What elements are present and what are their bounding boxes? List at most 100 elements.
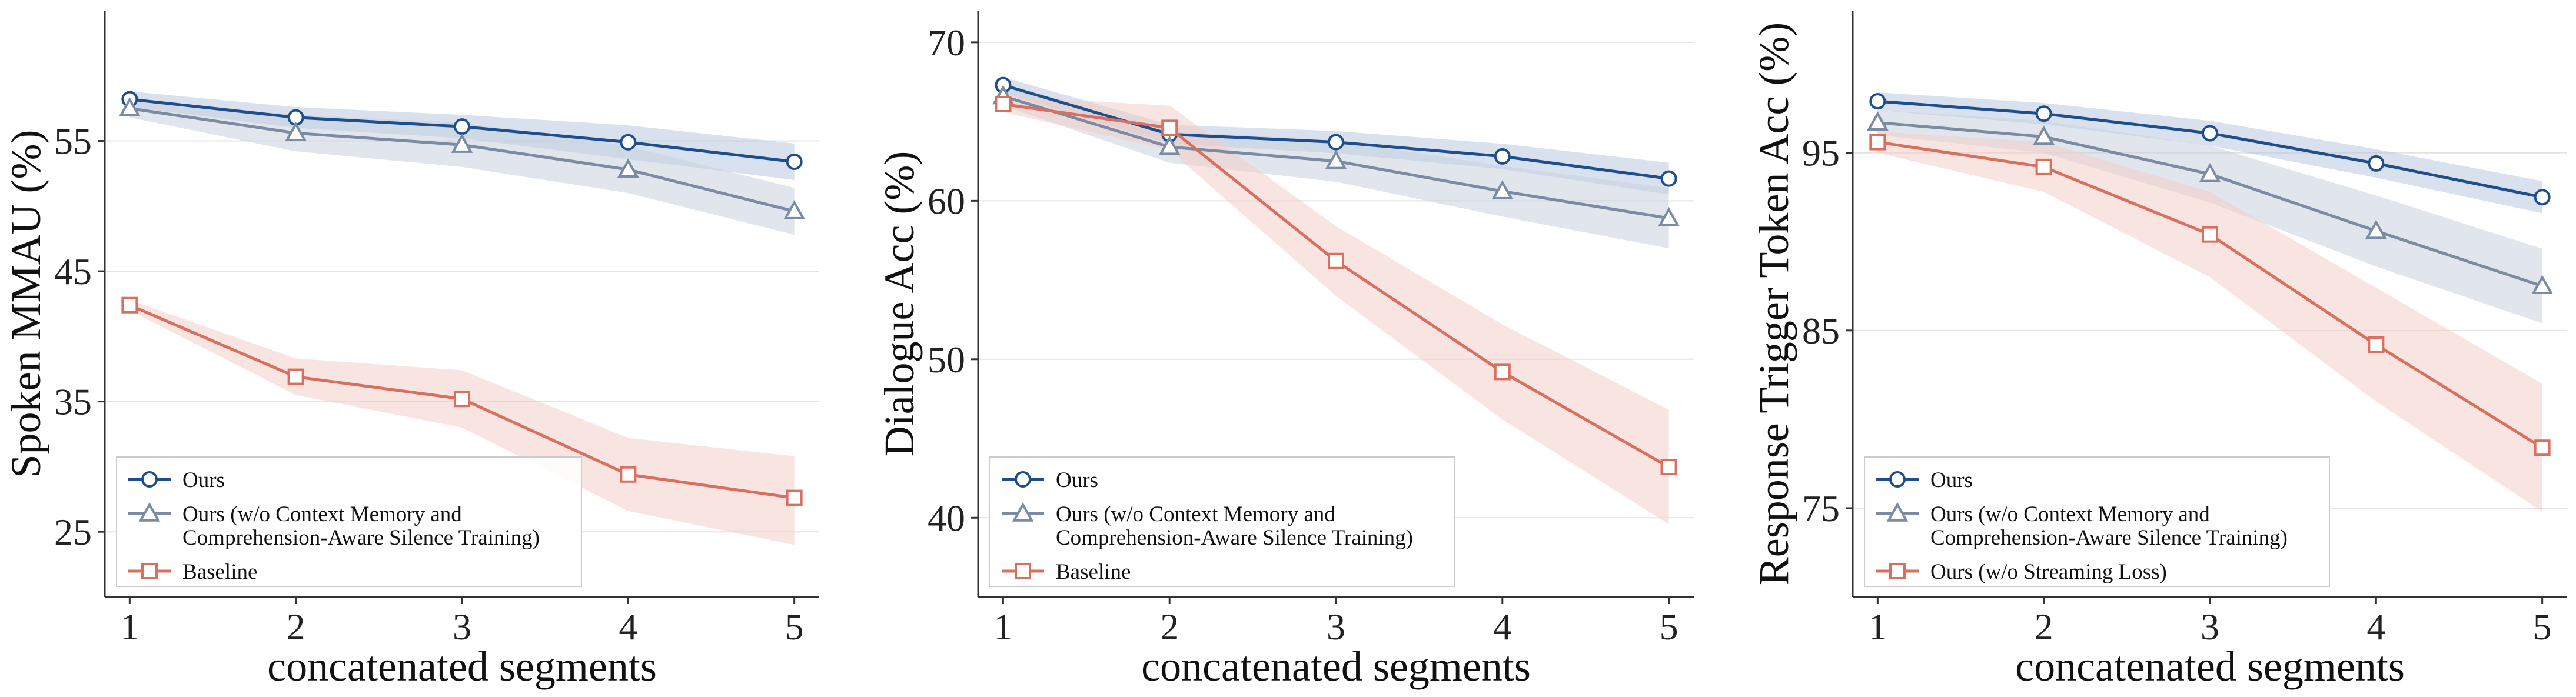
data-point: [454, 391, 470, 408]
y-tick-label: 55: [54, 121, 92, 162]
y-tick-label: 95: [1802, 132, 1840, 174]
legend-marker: [141, 471, 158, 488]
data-point: [454, 118, 470, 135]
data-point: [1494, 148, 1511, 165]
legend-label: Baseline: [182, 560, 257, 584]
x-tick-label: 3: [2201, 606, 2219, 648]
y-axis-title: Response Trigger Token Acc (%): [1750, 22, 1797, 586]
data-point: [2534, 189, 2551, 206]
chart-panel-2: 40 50 60 70 1 2 3 4 5 concatenated segments Dialog…: [876, 11, 1694, 690]
data-point: [2368, 336, 2385, 353]
x-tick-label: 5: [785, 606, 804, 648]
legend-label: Comprehension-Aware Silence Training): [1056, 526, 1413, 550]
x-axis-title: concatenated segments: [2015, 643, 2405, 690]
data-point: [287, 368, 304, 385]
y-tick-label: 40: [928, 497, 965, 539]
data-point: [1328, 134, 1344, 151]
x-tick-label: 2: [287, 606, 305, 648]
data-point: [2202, 125, 2218, 142]
x-tick-label: 4: [2366, 606, 2385, 648]
series-band-3: [1003, 96, 1669, 525]
data-point: [1869, 93, 1886, 110]
x-tick-label: 1: [120, 606, 139, 648]
data-point: [2365, 219, 2387, 239]
x-tick-label: 3: [1327, 606, 1345, 648]
data-point: [1658, 206, 1680, 226]
data-point: [121, 296, 138, 314]
data-point: [1158, 135, 1181, 155]
data-point: [2531, 275, 2554, 294]
y-tick-label: 35: [54, 381, 92, 423]
data-point: [285, 122, 307, 141]
data-point: [786, 154, 803, 171]
legend-marker: [1889, 563, 1906, 579]
data-point: [620, 466, 637, 483]
legend-label: Ours: [1056, 468, 1098, 492]
data-point: [617, 158, 639, 178]
data-point: [2534, 439, 2551, 456]
data-point: [2202, 226, 2218, 243]
legend-label: Comprehension-Aware Silence Training): [1930, 526, 2288, 550]
data-point: [620, 134, 637, 151]
data-point: [1869, 134, 1886, 151]
legend-box: [116, 456, 582, 587]
legend: Ours Ours (w/o Context Memory andComprehe…: [1864, 456, 2330, 587]
data-point: [118, 97, 141, 116]
data-point: [995, 95, 1012, 112]
chart-panel-3: 75 85 95 1 2 3 4 5 concatenated segments Response…: [1750, 11, 2567, 690]
x-tick-label: 4: [1493, 606, 1512, 648]
legend-box: [989, 456, 1455, 587]
legend-marker: [1889, 471, 1906, 488]
x-axis-title: concatenated segments: [267, 643, 657, 690]
y-tick-label: 85: [1802, 310, 1840, 352]
x-tick-label: 5: [2533, 606, 2552, 648]
data-point: [1161, 119, 1178, 136]
data-point: [1491, 180, 1514, 199]
legend-marker: [1012, 502, 1034, 522]
legend-marker: [1886, 502, 1909, 522]
data-point: [2035, 105, 2052, 122]
x-tick-label: 1: [993, 606, 1012, 648]
y-tick-label: 25: [54, 511, 92, 553]
x-tick-label: 1: [1868, 606, 1887, 648]
data-point: [783, 200, 806, 219]
data-point: [2035, 158, 2052, 175]
legend-marker: [141, 563, 158, 579]
data-point: [1660, 459, 1677, 476]
data-point: [1494, 363, 1511, 381]
legend-box: [1864, 456, 2330, 587]
x-axis-title: concatenated segments: [1141, 643, 1531, 690]
series-band-3: [129, 299, 795, 545]
legend-label: Ours: [1930, 468, 1973, 492]
data-point: [1325, 149, 1347, 169]
legend-label: Ours (w/o Context Memory and: [1056, 502, 1335, 526]
data-point: [1328, 252, 1344, 269]
x-tick-label: 2: [2035, 606, 2053, 648]
legend: Ours Ours (w/o Context Memory andComprehe…: [116, 456, 582, 587]
x-tick-label: 3: [453, 606, 471, 648]
legend-label: Ours (w/o Context Memory and: [182, 502, 462, 526]
y-tick-label: 45: [54, 251, 92, 292]
y-tick-label: 60: [928, 180, 965, 222]
y-axis-title: Dialogue Acc (%): [876, 151, 923, 457]
data-point: [786, 489, 803, 506]
legend-marker: [138, 502, 161, 522]
legend-marker: [1015, 563, 1031, 579]
series-band-2: [1877, 110, 2542, 324]
legend-label: Comprehension-Aware Silence Training): [182, 526, 540, 550]
data-point: [451, 134, 473, 153]
data-point: [2368, 155, 2385, 172]
y-tick-label: 50: [928, 339, 965, 381]
y-tick-label: 70: [928, 22, 965, 64]
data-point: [2199, 162, 2221, 182]
legend-label: Baseline: [1056, 560, 1131, 584]
legend-marker: [1015, 471, 1031, 488]
data-point: [1660, 170, 1677, 187]
x-tick-label: 2: [1160, 606, 1179, 648]
x-tick-label: 5: [1660, 606, 1678, 648]
legend-label: Ours: [182, 468, 225, 492]
legend-label: Ours (w/o Context Memory and: [1930, 502, 2210, 526]
legend-label: Ours (w/o Streaming Loss): [1930, 560, 2167, 584]
